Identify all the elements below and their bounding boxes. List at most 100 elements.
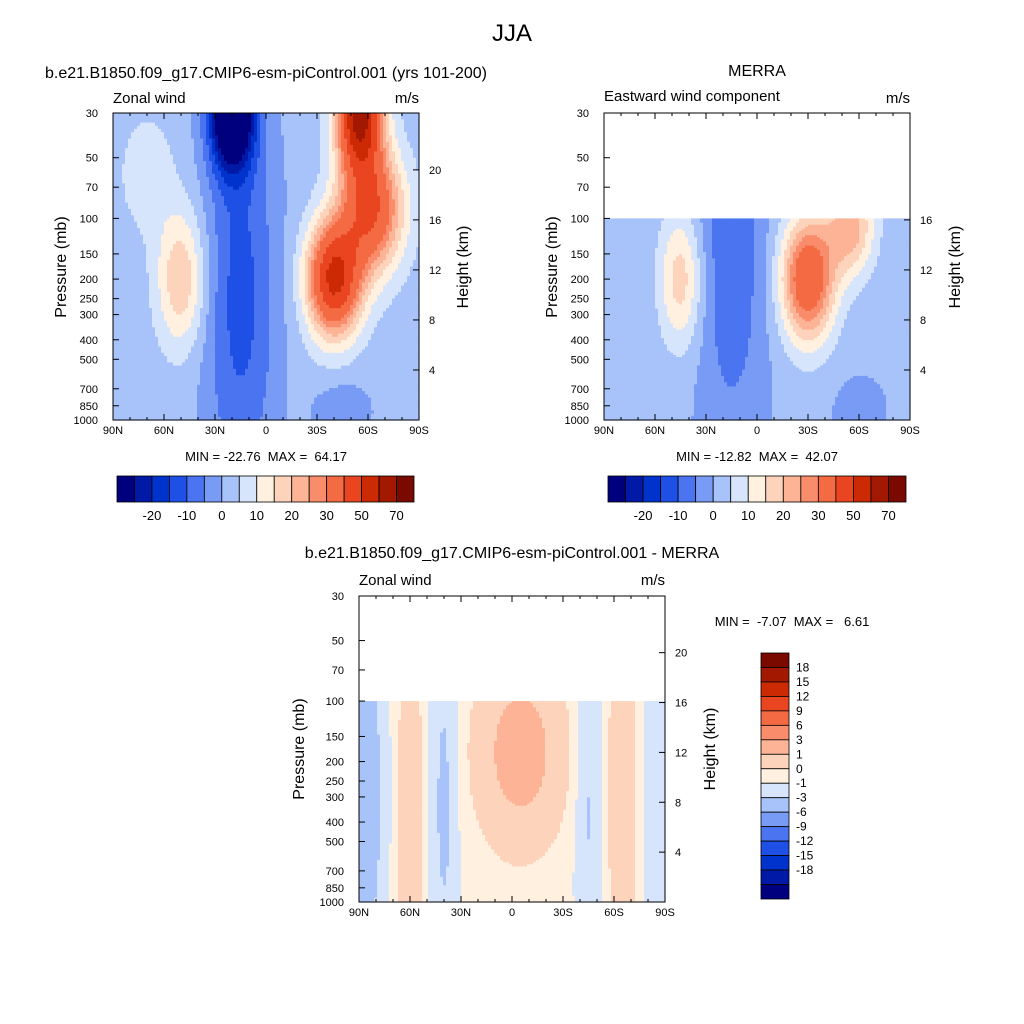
contour-cell (401, 122, 405, 127)
contour-cell (206, 135, 210, 140)
contour-cell (353, 151, 357, 156)
contour-cell (203, 122, 207, 127)
contour-cell (269, 138, 273, 143)
contour-cell (194, 151, 198, 156)
contour-cell (194, 116, 198, 120)
contour-cell (311, 132, 315, 136)
contour-cell (317, 151, 321, 156)
contour-cell (146, 125, 150, 130)
contour-cell (410, 122, 414, 127)
contour-cell (281, 128, 285, 133)
contour-cell (227, 119, 231, 124)
contour-cell (338, 154, 342, 159)
contour-cell (359, 119, 363, 124)
contour-cell (224, 154, 228, 159)
contour-cell (173, 154, 177, 159)
contour-cell (344, 154, 348, 159)
contour-cell (272, 157, 276, 162)
contour-cell (218, 151, 222, 156)
contour-cell (131, 132, 135, 136)
contour-cell (263, 116, 267, 120)
contour-cell (413, 138, 417, 143)
contour-cell (323, 154, 327, 159)
contour-cell (305, 132, 309, 136)
contour-cell (161, 128, 165, 133)
contour-cell (167, 154, 171, 159)
contour-cell (368, 151, 372, 156)
contour-cell (389, 144, 393, 149)
contour-cell (170, 141, 174, 146)
contour-cell (362, 151, 366, 156)
contour-cell (176, 116, 180, 120)
contour-cell (254, 157, 258, 162)
contour-cell (239, 141, 243, 146)
contour-cell (338, 141, 342, 146)
contour-cell (161, 148, 165, 152)
contour-cell (317, 132, 321, 136)
contour-cell (287, 116, 291, 120)
contour-cell (155, 135, 159, 140)
contour-cell (125, 122, 129, 127)
contour-cell (221, 135, 225, 140)
contour-cell (170, 148, 174, 152)
contour-cell (206, 113, 210, 117)
contour-cell (392, 116, 396, 120)
contour-cell (149, 119, 153, 124)
contour-cell (131, 154, 135, 159)
contour-cell (320, 122, 324, 127)
contour-cell (149, 148, 153, 152)
contour-cell (134, 157, 138, 162)
contour-cell (296, 119, 300, 124)
contour-cell (218, 125, 222, 130)
contour-cell (395, 151, 399, 156)
contour-cell (269, 128, 273, 133)
contour-cell (230, 135, 234, 140)
contour-cell (305, 125, 309, 130)
contour-cell (335, 122, 339, 127)
contour-cell (125, 116, 129, 120)
contour-cell (407, 141, 411, 146)
contour-cell (230, 141, 234, 146)
contour-cell (233, 125, 237, 130)
contour-cell (140, 122, 144, 127)
contour-cell (137, 122, 141, 127)
contour-cell (290, 135, 294, 140)
contour-cell (137, 128, 141, 133)
contour-cell (350, 154, 354, 159)
contour-cell (269, 116, 273, 120)
contour-cell (413, 157, 417, 162)
contour-cell (164, 151, 168, 156)
contour-cell (152, 119, 156, 124)
contour-cell (206, 154, 210, 159)
contour-cell (272, 125, 276, 130)
contour-cell (356, 148, 360, 152)
contour-cell (176, 157, 180, 162)
contour-cell (209, 116, 213, 120)
contour-cell (371, 113, 375, 117)
contour-cell (203, 135, 207, 140)
contour-cell (320, 148, 324, 152)
contour-cell (275, 119, 279, 124)
contour-cell (290, 132, 294, 136)
contour-cell (182, 138, 186, 143)
contour-cell (371, 144, 375, 149)
contour-cell (266, 151, 270, 156)
contour-cell (407, 113, 411, 117)
contour-cell (161, 122, 165, 127)
contour-cell (242, 116, 246, 120)
contour-cell (200, 135, 204, 140)
contour-cell (392, 141, 396, 146)
contour-cell (113, 132, 117, 136)
contour-cell (335, 141, 339, 146)
contour-cell (392, 113, 396, 117)
contour-cell (302, 132, 306, 136)
contour-cell (365, 132, 369, 136)
contour-cell (218, 122, 222, 127)
contour-cell (353, 128, 357, 133)
contour-cell (233, 113, 237, 117)
contour-cell (206, 132, 210, 136)
contour-cell (302, 122, 306, 127)
contour-cell (116, 122, 120, 127)
contour-cell (158, 125, 162, 130)
contour-cell (239, 128, 243, 133)
